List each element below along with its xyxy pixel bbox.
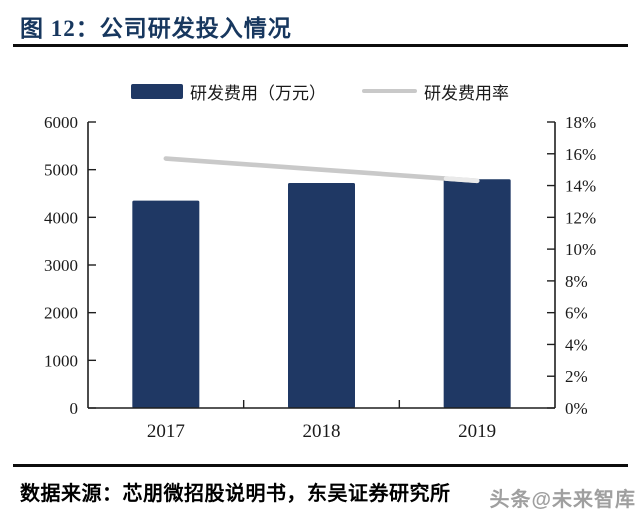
legend-item-bar: 研发费用（万元） [131, 79, 326, 104]
right-axis-label: 12% [565, 208, 596, 227]
legend-bar-swatch [131, 83, 183, 99]
chart-legend: 研发费用（万元） 研发费用率 [0, 79, 640, 104]
right-axis-label: 2% [565, 367, 588, 386]
title-separator [13, 44, 628, 47]
right-axis-label: 4% [565, 335, 588, 354]
right-axis-label: 8% [565, 272, 588, 291]
data-source: 数据来源：芯朋微招股说明书，东吴证券研究所 [20, 483, 451, 505]
left-axis-label: 6000 [44, 113, 78, 132]
bar-2017 [132, 200, 200, 408]
footer-separator [13, 464, 628, 467]
rate-line-endcap [443, 176, 480, 184]
right-axis-label: 6% [565, 304, 588, 323]
x-axis-label-2018: 2018 [303, 421, 341, 442]
legend-line-label: 研发费用率 [424, 83, 509, 103]
right-axis-label: 0% [565, 399, 588, 418]
legend-item-line: 研发费用率 [362, 79, 509, 104]
watermark: 头条@未来智库 [489, 489, 636, 511]
legend-bar-label: 研发费用（万元） [190, 83, 326, 103]
left-axis-label: 5000 [44, 161, 78, 180]
bar-2019 [443, 179, 511, 408]
left-axis-label: 2000 [44, 304, 78, 323]
x-axis-label-2019: 2019 [458, 421, 496, 442]
right-axis-label: 18% [565, 113, 596, 132]
left-axis-label: 1000 [44, 351, 78, 370]
x-axis-label-2017: 2017 [147, 421, 185, 442]
rate-line [163, 156, 480, 184]
left-axis-label: 4000 [44, 208, 78, 227]
combo-chart: 0 1000 2000 3000 4000 5000 6000 0% 2% 4% 6% 8% 10% 12… [44, 113, 596, 442]
left-axis-label: 3000 [44, 256, 78, 275]
right-axis-label: 16% [565, 145, 596, 164]
bar-2018 [288, 183, 355, 408]
legend-line-swatch [362, 89, 417, 93]
figure-title: 图 12：公司研发投入情况 [20, 16, 292, 41]
right-axis-label: 10% [565, 240, 596, 259]
left-axis-label: 0 [70, 399, 79, 418]
right-axis-label: 14% [565, 177, 596, 196]
